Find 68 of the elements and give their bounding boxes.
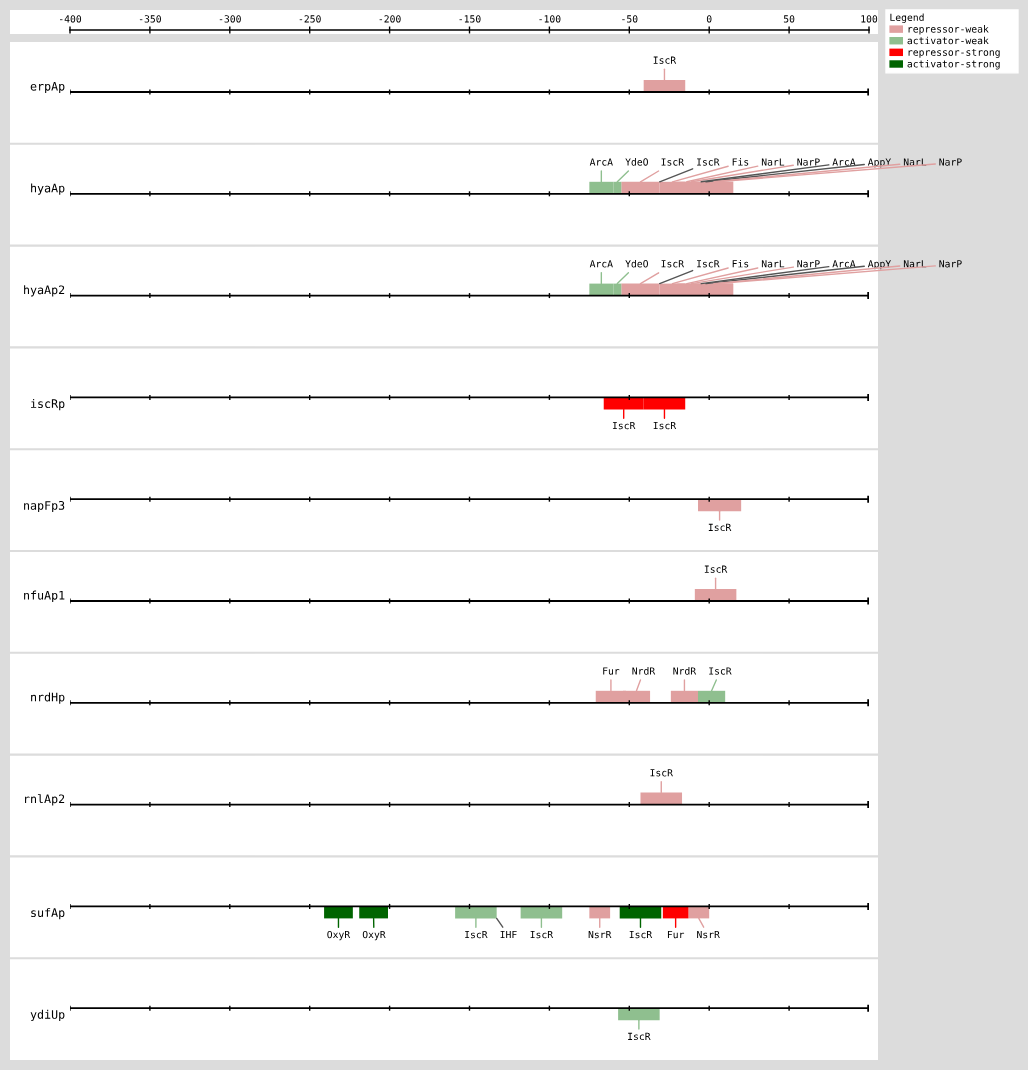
data-label: NarL bbox=[903, 158, 927, 166]
data-label: Fis bbox=[732, 259, 749, 268]
annotation: ArcA bbox=[832, 158, 856, 166]
x-tick-label: 0 bbox=[706, 15, 712, 23]
data-label: IscR bbox=[612, 422, 636, 430]
data-label: Fur bbox=[667, 931, 685, 939]
annotation: IscR bbox=[697, 260, 720, 268]
x-tick-label: -200 bbox=[379, 15, 401, 23]
data-label: NarP bbox=[939, 260, 962, 268]
y-tick-label: nfuAp1 bbox=[24, 590, 65, 602]
y-tick-label: ydiUp bbox=[30, 1009, 65, 1022]
data-label: NarP bbox=[797, 260, 820, 268]
y-tick-label: sufAp bbox=[31, 908, 65, 920]
x-tick-label: -400 bbox=[59, 15, 82, 23]
legend-label: repressor-strong bbox=[908, 48, 1000, 58]
data-label: IscR bbox=[628, 1032, 651, 1041]
data-label: NrdR bbox=[632, 667, 656, 675]
x-tick-label: 50 bbox=[783, 15, 795, 23]
data-label: IscR bbox=[661, 158, 685, 166]
data-label: ArcA bbox=[589, 260, 613, 268]
x-tick-label: -50 bbox=[622, 15, 638, 23]
x-tick-label: 100 bbox=[861, 15, 878, 23]
x-tick-label: -150 bbox=[459, 15, 481, 23]
data-label: IscR bbox=[530, 931, 554, 939]
y-tick-label: napFp3 bbox=[24, 501, 65, 513]
data-label: NarL bbox=[761, 158, 785, 166]
y-tick-label: hyaAp bbox=[31, 183, 65, 195]
data-label: YdeO bbox=[625, 158, 648, 166]
legend-label: activator-weak bbox=[907, 36, 989, 45]
y-tick-label: erpAp bbox=[30, 81, 65, 93]
data-label: IscR bbox=[629, 931, 653, 939]
x-tick-label: -100 bbox=[539, 15, 561, 23]
annotation: ArcA bbox=[832, 260, 856, 268]
data-label: Fur bbox=[603, 667, 620, 675]
data-label: NsrR bbox=[588, 931, 612, 939]
data-label: IscR bbox=[650, 769, 673, 777]
data-label: Fis bbox=[732, 158, 749, 166]
data-label: OxyR bbox=[362, 930, 386, 941]
x-tick-label: -350 bbox=[139, 15, 161, 23]
data-label: NsrR bbox=[697, 931, 720, 939]
legend-label: activator-strong bbox=[907, 59, 1000, 70]
data-label: IscR bbox=[661, 260, 685, 268]
data-label: OxyR bbox=[327, 930, 351, 941]
legend-title: Legend bbox=[890, 13, 924, 23]
y-tick-label: nrdHp bbox=[31, 692, 65, 704]
annotation: IHF bbox=[500, 931, 517, 939]
annotation: IscR bbox=[697, 158, 720, 166]
legend-label: repressor-weak bbox=[908, 25, 989, 35]
data-label: NarL bbox=[761, 260, 785, 268]
data-label: IscR bbox=[708, 523, 732, 532]
data-label: IscR bbox=[709, 667, 732, 675]
data-label: ArcA bbox=[589, 158, 613, 166]
annotation: AppY bbox=[867, 158, 891, 168]
y-tick-label: hyaAp2 bbox=[24, 285, 65, 297]
data-label: YdeO bbox=[625, 259, 648, 268]
x-tick-label: -250 bbox=[299, 15, 321, 23]
data-label: NarL bbox=[903, 260, 927, 268]
data-label: NarP bbox=[797, 158, 820, 166]
data-label: IscR bbox=[653, 56, 677, 64]
annotation: AppY bbox=[867, 260, 891, 270]
y-tick-label: iscRp bbox=[31, 399, 65, 411]
data-label: IscR bbox=[465, 931, 488, 939]
data-label: IscR bbox=[653, 422, 677, 430]
x-tick-label: -300 bbox=[219, 15, 241, 23]
data-label: NrdR bbox=[673, 667, 697, 675]
data-label: IscR bbox=[704, 565, 728, 573]
data-label: NarP bbox=[939, 158, 962, 166]
y-tick-label: rnlAp2 bbox=[25, 794, 65, 806]
